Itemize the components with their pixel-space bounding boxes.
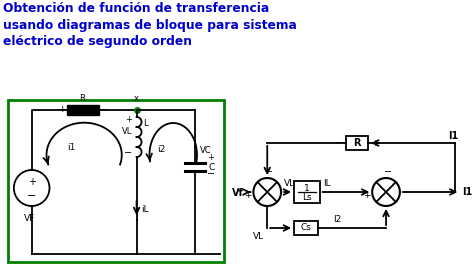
Bar [67, 105, 99, 115]
Text: VL: VL [284, 179, 295, 188]
Text: +: + [27, 177, 36, 187]
Text: VC: VC [200, 146, 211, 155]
Text: −: − [124, 148, 132, 158]
Text: −: − [207, 169, 215, 179]
Text: x: x [134, 94, 139, 103]
Text: +: + [207, 153, 214, 163]
Text: VL: VL [253, 232, 264, 241]
Text: −: − [384, 167, 392, 177]
Text: Vf: Vf [232, 188, 244, 198]
Text: Obtención de función de transferencia
usando diagramas de bloque para sistema
el: Obtención de función de transferencia us… [3, 2, 297, 48]
Text: +: + [58, 106, 65, 114]
Bar [8, 100, 224, 262]
Text: IL: IL [323, 179, 330, 188]
Text: I1: I1 [462, 187, 473, 197]
Text: +: + [363, 192, 370, 201]
Text: −: − [100, 105, 108, 115]
Text: R: R [354, 138, 361, 148]
Text: −: − [335, 138, 344, 148]
Text: 1: 1 [304, 184, 310, 193]
Text: Cs: Cs [301, 223, 311, 232]
Text: i1: i1 [67, 143, 75, 152]
Text: i2: i2 [157, 144, 165, 153]
Bar [346, 136, 368, 150]
Text: +: + [371, 139, 379, 148]
Text: I2: I2 [333, 215, 342, 224]
Text: R: R [79, 94, 85, 103]
Text: VL: VL [122, 127, 133, 135]
Text: −: − [265, 167, 273, 177]
Text: L: L [144, 119, 148, 128]
Bar [294, 181, 319, 203]
Text: +: + [125, 114, 132, 123]
Text: iL: iL [142, 206, 149, 214]
Text: +: + [244, 192, 251, 201]
Text: −: − [27, 191, 36, 201]
Bar [294, 221, 318, 235]
Text: VF: VF [24, 214, 36, 223]
Text: Ls: Ls [302, 193, 312, 202]
Text: C: C [209, 163, 215, 172]
Text: I1: I1 [448, 131, 458, 141]
